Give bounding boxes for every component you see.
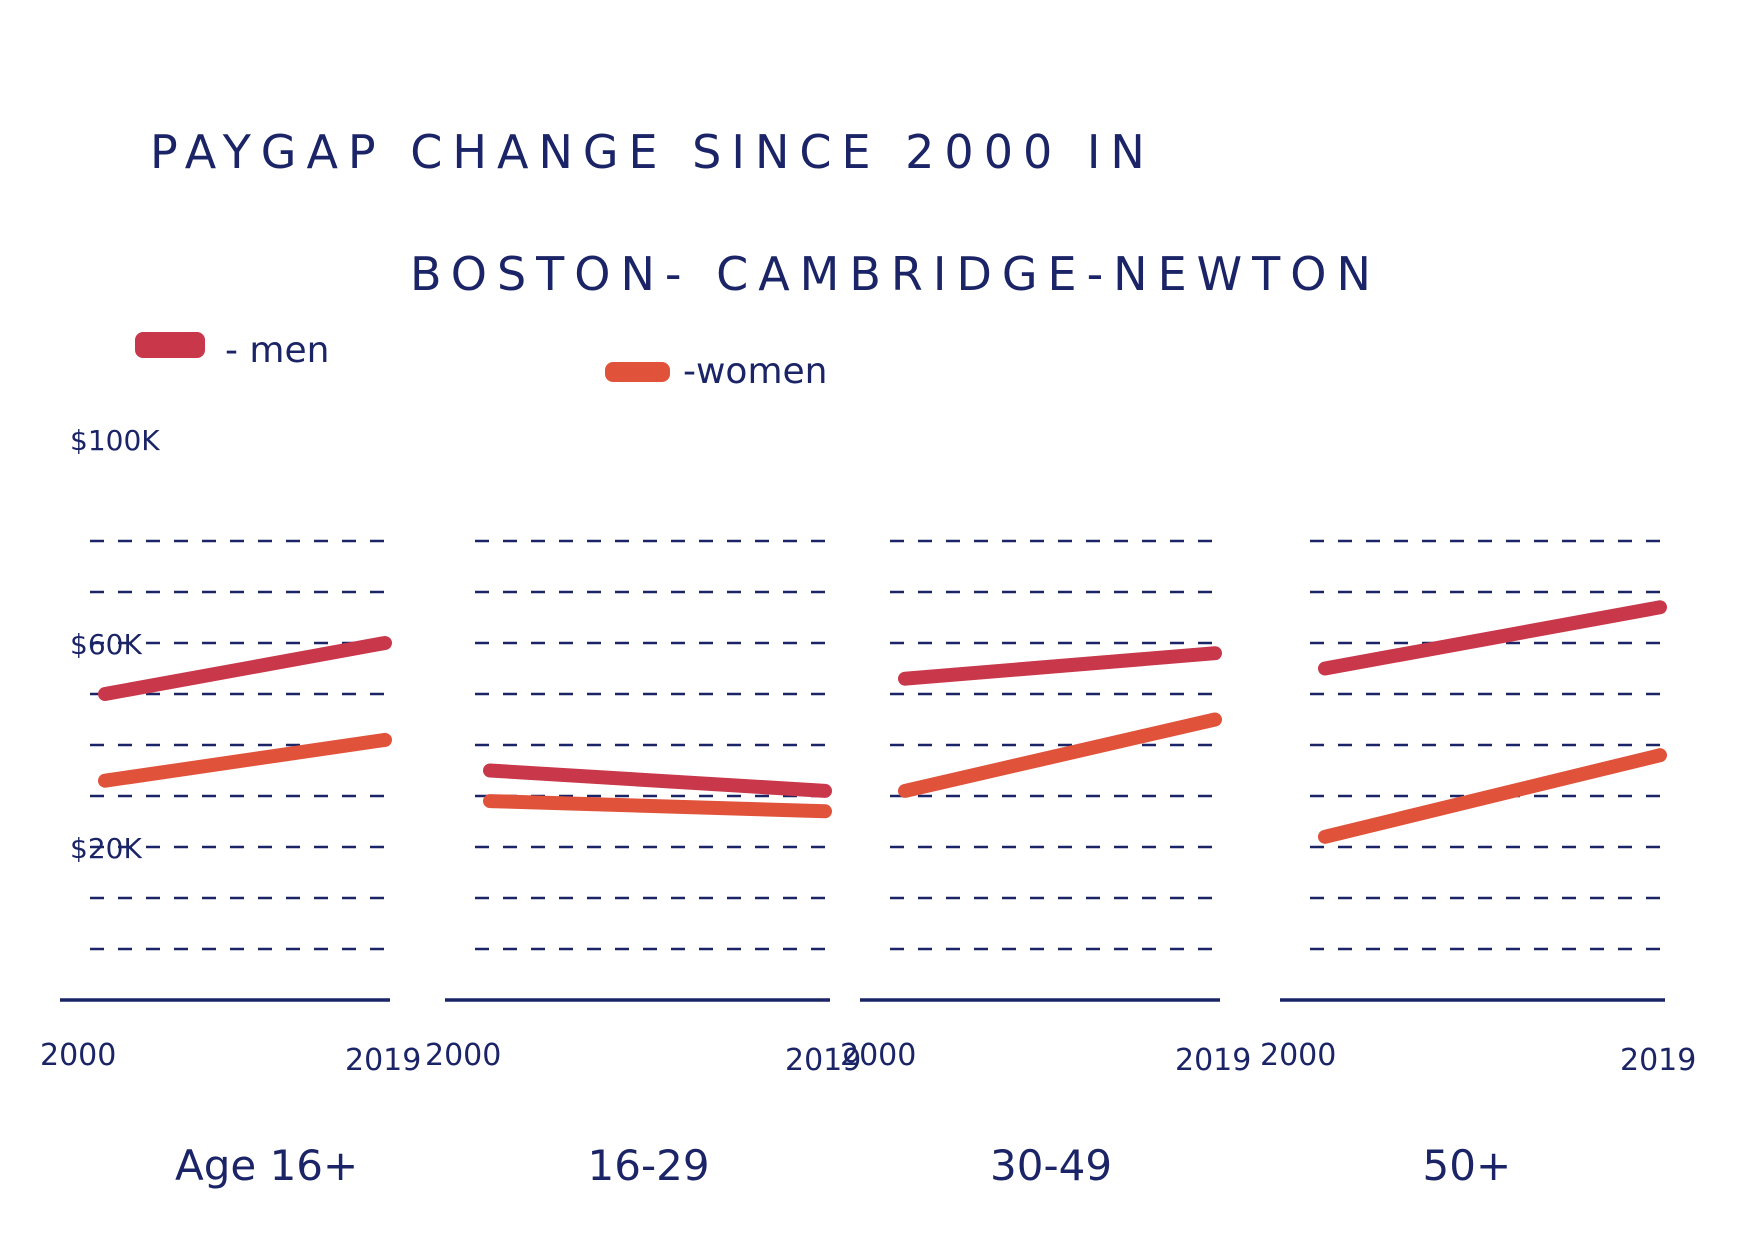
y-axis-ticks: $100K $60K $20K bbox=[70, 424, 160, 865]
group-label: Age 16+ bbox=[175, 1141, 358, 1190]
x-tick-label: 2019 bbox=[1620, 1043, 1696, 1078]
legend-swatch-women bbox=[605, 362, 670, 382]
x-tick-label: 2000 bbox=[840, 1038, 916, 1073]
x-tick-label: 2000 bbox=[425, 1038, 501, 1073]
chart-title-line-1: PAYGAP CHANGE SINCE 2000 IN bbox=[150, 125, 1155, 179]
panel: 2000 2019 30-49 bbox=[840, 539, 1251, 1190]
legend-swatch-men bbox=[135, 332, 205, 358]
legend-label-men: - men bbox=[225, 330, 329, 371]
panel: 2000 2019 50+ bbox=[1260, 539, 1696, 1190]
series-line-women bbox=[98, 732, 392, 788]
group-label: 50+ bbox=[1423, 1141, 1512, 1190]
chart-title-line-2: BOSTON- CAMBRIDGE-NEWTON bbox=[410, 247, 1381, 301]
series-line-men bbox=[483, 763, 832, 798]
legend-label-women: -women bbox=[683, 351, 828, 392]
x-tick-label: 2000 bbox=[1260, 1038, 1336, 1073]
panel: 2000 2019 16-29 bbox=[425, 539, 861, 1190]
y-tick-label: $100K bbox=[70, 424, 160, 457]
series-line-women bbox=[483, 794, 832, 819]
series-line-women bbox=[1318, 748, 1667, 844]
chart-title: PAYGAP CHANGE SINCE 2000 IN BOSTON- CAMB… bbox=[150, 125, 1381, 301]
group-label: 16-29 bbox=[588, 1141, 710, 1190]
series-line-men bbox=[898, 646, 1222, 686]
y-tick-label: $20K bbox=[70, 832, 142, 865]
panel: 2000 2019 Age 16+ bbox=[40, 539, 421, 1190]
x-tick-label: 2019 bbox=[345, 1043, 421, 1078]
series-line-men bbox=[98, 636, 392, 701]
group-label: 30-49 bbox=[990, 1141, 1112, 1190]
x-tick-label: 2000 bbox=[40, 1038, 116, 1073]
x-tick-label: 2019 bbox=[1175, 1043, 1251, 1078]
legend: - men -women bbox=[135, 330, 828, 392]
y-tick-label: $60K bbox=[70, 628, 142, 661]
x-tick-label: 2019 bbox=[785, 1043, 861, 1078]
series-line-women bbox=[898, 712, 1222, 798]
series-line-men bbox=[1318, 600, 1667, 676]
